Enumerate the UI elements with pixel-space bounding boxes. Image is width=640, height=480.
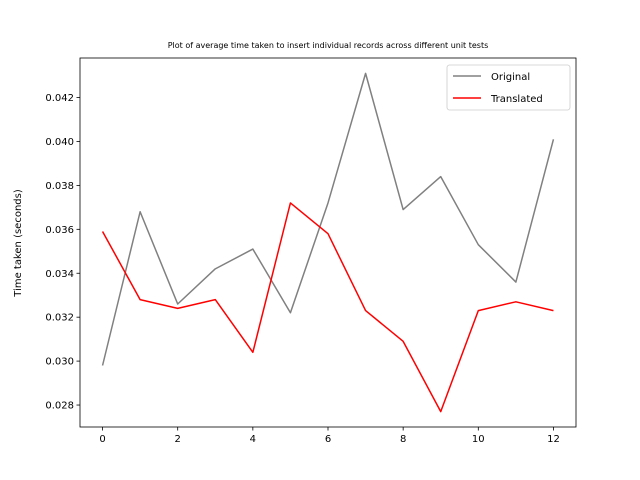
- x-axis: 0 2 4 6 8 10 12: [99, 427, 560, 445]
- series-line-translated: [101, 202, 554, 413]
- y-tick-label: 0.030: [45, 357, 74, 368]
- x-tick-label: 0: [99, 434, 105, 445]
- y-axis: 0.028 0.030 0.032 0.034 0.036 0.038 0.040 0.042: [45, 93, 80, 412]
- y-tick-label: 0.042: [45, 93, 74, 104]
- plot-frame: [79, 57, 577, 428]
- y-tick-label: 0.040: [45, 137, 74, 148]
- legend-label-original: Original: [491, 72, 530, 83]
- x-tick-label: 12: [547, 434, 560, 445]
- y-tick-label: 0.036: [45, 225, 74, 236]
- plot-area: [79, 57, 577, 428]
- y-tick-label: 0.032: [45, 313, 74, 324]
- y-tick-label: 0.034: [45, 269, 74, 280]
- x-tick-label: 4: [250, 434, 256, 445]
- series-line-original: [101, 72, 555, 366]
- x-tick-label: 10: [472, 434, 485, 445]
- x-tick-label: 2: [175, 434, 181, 445]
- y-axis-label: Time taken (seconds): [13, 189, 24, 298]
- series-layer: [101, 72, 555, 413]
- legend: Original Translated: [446, 64, 571, 111]
- x-tick-label: 8: [400, 434, 406, 445]
- y-tick-label: 0.038: [45, 181, 74, 192]
- legend-label-translated: Translated: [490, 94, 543, 105]
- y-tick-label: 0.028: [45, 401, 74, 412]
- chart-title: Plot of average time taken to insert ind…: [168, 41, 489, 50]
- x-tick-label: 6: [325, 434, 331, 445]
